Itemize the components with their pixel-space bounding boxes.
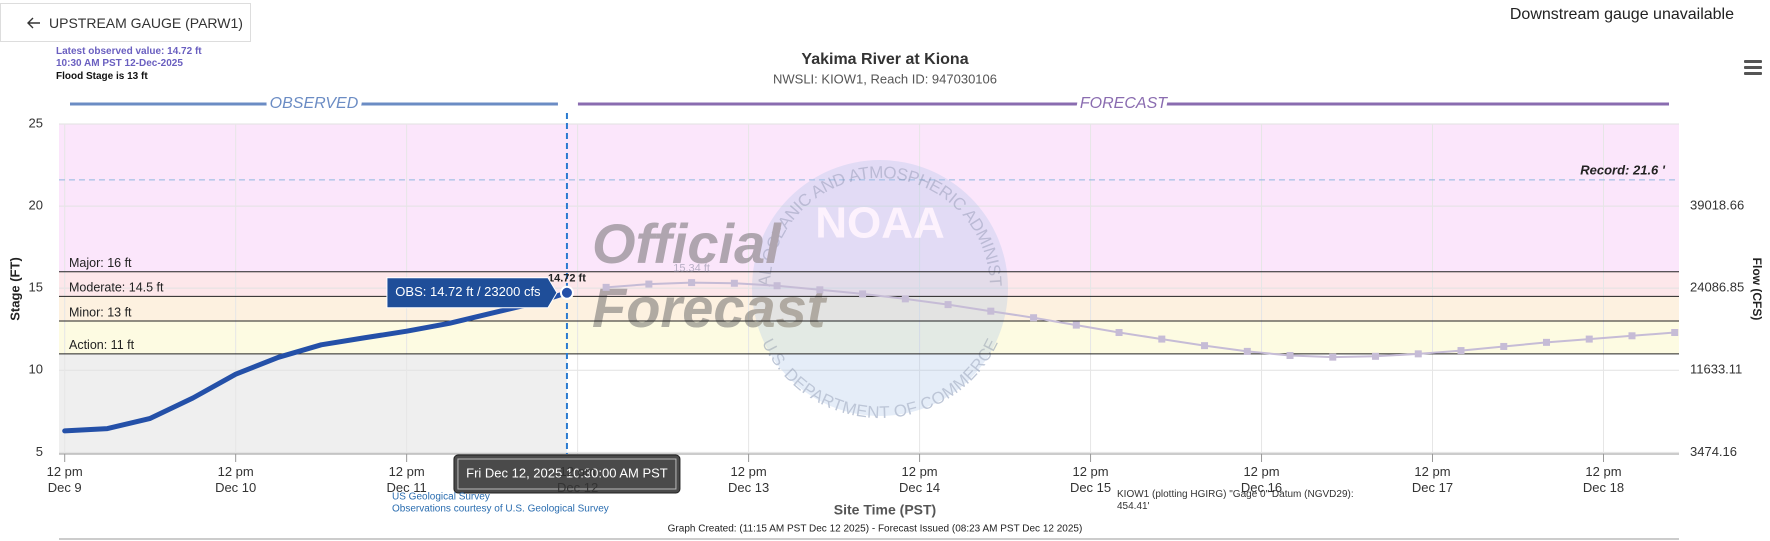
noaa-logo xyxy=(752,160,1008,416)
threshold-label: Major: 16 ft xyxy=(69,256,132,270)
x-tick-label: 12 pm Dec 16 xyxy=(1240,464,1283,495)
forecast-marker xyxy=(1372,352,1380,360)
forecast-marker xyxy=(1585,335,1593,343)
threshold-label: Moderate: 14.5 ft xyxy=(69,281,164,295)
footer: Graph Created: (11:15 AM PST Dec 12 2025… xyxy=(668,524,1083,535)
forecast-marker xyxy=(1158,335,1166,343)
forecast-marker xyxy=(1201,342,1209,350)
x-tick-label: 12 pm Dec 15 xyxy=(1069,464,1112,495)
x-axis-title: Site Time (PST) xyxy=(834,502,936,518)
observed-line xyxy=(62,290,570,434)
flood-band xyxy=(59,296,1679,322)
forecast-marker xyxy=(987,307,995,315)
value-label: 15.34 ft xyxy=(673,263,710,275)
forecast-marker xyxy=(901,295,909,303)
section-label: FORECAST xyxy=(1080,95,1168,112)
noaa-logo-text: NOAA xyxy=(815,199,945,248)
threshold-label: Minor: 13 ft xyxy=(69,305,132,319)
forecast-marker xyxy=(859,290,867,298)
y2-tick-label: 3474.16 xyxy=(1690,444,1737,459)
y2-tick-label: 39018.66 xyxy=(1690,198,1744,213)
latest-time: 10:30 AM PST 12-Dec-2025 xyxy=(56,58,183,69)
forecast-marker xyxy=(1115,329,1123,337)
menu-button[interactable] xyxy=(1744,60,1762,76)
obs-tooltip: OBS: 14.72 ft / 23200 cfs xyxy=(395,284,541,299)
y-tick-label: 20 xyxy=(29,198,43,213)
forecast-marker xyxy=(1414,350,1422,358)
forecast-marker xyxy=(1457,347,1465,355)
x-tick-label: 12 pm Dec 10 xyxy=(215,464,257,495)
y-tick-label: 5 xyxy=(36,444,43,459)
y2-tick-label: 24086.85 xyxy=(1690,280,1744,295)
watermark-text: Official xyxy=(592,212,782,275)
time-tooltip-box xyxy=(453,454,681,494)
credit: US Geological Survey xyxy=(392,492,490,503)
observed-shade xyxy=(59,353,567,454)
forecast-marker xyxy=(1030,314,1038,322)
obs-tooltip-box xyxy=(386,277,558,309)
latest-marker xyxy=(559,285,574,300)
time-tooltip: Fri Dec 12, 2025 10:30:00 AM PST xyxy=(466,465,668,480)
flood-stage: Flood Stage is 13 ft xyxy=(56,71,148,82)
forecast-marker xyxy=(1542,338,1550,346)
datum-note: KIOW1 (plotting HGIRG) "Gage 0" Datum (N… xyxy=(1117,489,1354,512)
x-tick-label: 12 pm Dec 17 xyxy=(1411,464,1454,495)
forecast-marker xyxy=(773,282,781,290)
forecast-marker xyxy=(1500,342,1508,350)
y-tick-label: 10 xyxy=(29,362,43,377)
y2-tick-label: 11633.11 xyxy=(1690,362,1742,377)
time-tooltip-inner xyxy=(457,458,677,490)
threshold-label: Action: 11 ft xyxy=(69,338,135,352)
x-tick-label: 12 pm Dec 18 xyxy=(1582,464,1625,495)
forecast-marker xyxy=(1671,329,1679,337)
upstream-gauge-button[interactable]: UPSTREAM GAUGE (PARW1) xyxy=(0,3,251,42)
x-tick-label: 12 pm Dec 9 xyxy=(46,464,83,495)
y-axis-title: Stage (FT) xyxy=(7,257,22,321)
x-tick-label: 12 pm Dec 12 xyxy=(557,464,599,495)
forecast-marker xyxy=(730,279,738,287)
y-tick-label: 25 xyxy=(29,115,43,130)
chart-title: Yakima River at Kiona xyxy=(801,51,968,68)
record-label: Record: 21.6 ' xyxy=(1580,162,1666,177)
forecast-marker xyxy=(1628,332,1636,340)
forecast-marker xyxy=(816,286,824,294)
forecast-marker xyxy=(688,279,696,287)
x-tick-label: 12 pm Dec 13 xyxy=(727,464,770,495)
chart-subtitle: NWSLI: KIOW1, Reach ID: 947030106 xyxy=(773,71,997,86)
button-label: UPSTREAM GAUGE (PARW1) xyxy=(49,14,243,31)
downstream-status: Downstream gauge unavailable xyxy=(1509,6,1734,23)
forecast-marker xyxy=(1329,353,1337,361)
forecast-line xyxy=(605,281,1676,359)
forecast-marker xyxy=(1072,321,1080,329)
back-arrow-icon xyxy=(27,17,40,28)
latest-observed: Latest observed value: 14.72 ft xyxy=(56,46,202,57)
credit: Observations courtesy of U.S. Geological… xyxy=(392,504,609,515)
forecast-marker xyxy=(1243,347,1251,355)
value-label: 14.72 ft xyxy=(548,273,586,285)
y2-axis-title: Flow (CFS) xyxy=(1750,258,1764,321)
flood-band xyxy=(59,124,1679,272)
forecast-marker xyxy=(1286,351,1294,359)
forecast-marker xyxy=(645,280,653,288)
flood-band xyxy=(59,321,1679,354)
flood-band xyxy=(59,271,1679,297)
forecast-marker xyxy=(944,301,952,309)
x-tick-label: 12 pm Dec 11 xyxy=(386,464,427,495)
x-tick-label: 12 pm Dec 14 xyxy=(898,464,941,495)
y-tick-label: 15 xyxy=(29,280,43,295)
section-label: OBSERVED xyxy=(270,95,359,112)
forecast-marker xyxy=(602,283,610,291)
